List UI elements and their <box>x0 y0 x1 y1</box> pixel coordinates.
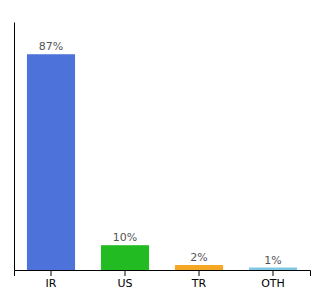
bar <box>101 245 149 270</box>
data-label: 2% <box>190 251 207 264</box>
bar <box>27 54 75 270</box>
bar <box>175 265 223 270</box>
chart: IR US TR OTH 87% 10% 2% 1% <box>0 0 320 300</box>
x-axis: IR US TR OTH <box>15 270 311 290</box>
data-label: 1% <box>264 254 281 267</box>
x-tick: US <box>117 270 132 290</box>
x-tick-mark <box>51 270 52 276</box>
data-labels: 87% 10% 2% 1% <box>39 40 282 266</box>
plot: IR US TR OTH 87% 10% 2% 1% <box>15 23 311 290</box>
bar <box>249 268 297 270</box>
x-tick-mark <box>199 270 200 276</box>
x-axis-line <box>15 271 311 277</box>
x-tick: TR <box>191 270 207 290</box>
x-tick-mark <box>273 270 274 276</box>
x-tick: OTH <box>261 270 285 290</box>
x-tick-label: US <box>117 277 132 290</box>
data-label: 10% <box>113 231 137 244</box>
x-tick-label: TR <box>191 277 207 290</box>
x-tick-label: IR <box>46 277 57 290</box>
x-tick: IR <box>46 270 57 290</box>
y-axis <box>14 23 15 271</box>
x-tick-label: OTH <box>261 277 285 290</box>
data-label: 87% <box>39 40 63 53</box>
x-tick-mark <box>125 270 126 276</box>
bars <box>27 54 297 270</box>
y-axis-line <box>14 23 15 271</box>
